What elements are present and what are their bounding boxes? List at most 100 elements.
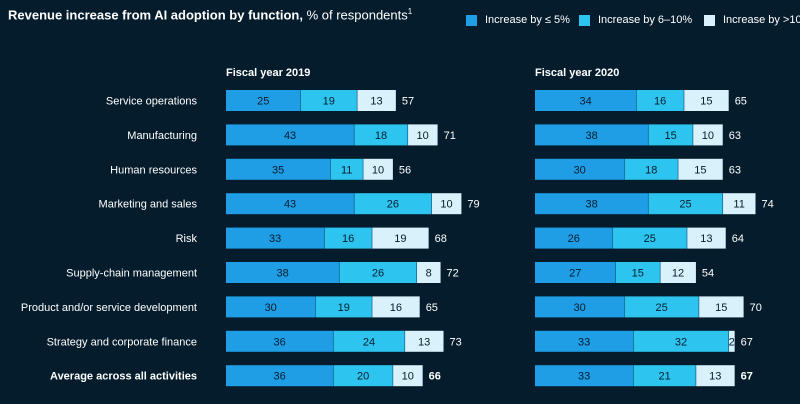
segment-value-label: 36 (274, 371, 286, 383)
segment-value-label: 26 (568, 233, 580, 245)
segment-value-label: 30 (574, 302, 586, 314)
bar-segment (615, 262, 661, 283)
segment-value-label: 35 (272, 164, 284, 176)
bar-segment (698, 296, 744, 318)
segment-value-label: 10 (417, 130, 429, 142)
chart-title: Revenue increase from AI adoption by fun… (8, 7, 412, 22)
bar-segment (300, 90, 358, 111)
bar-segment (431, 193, 462, 215)
segment-value-label: 10 (702, 130, 714, 142)
segment-value-label: 18 (375, 130, 387, 142)
bar-segment (392, 365, 423, 387)
segment-value-label: 10 (440, 199, 452, 211)
legend-label: Increase by ≤ 5% (485, 14, 570, 26)
bar-segment (330, 158, 364, 180)
segment-value-label: 38 (276, 268, 288, 280)
segment-value-label: 15 (664, 130, 676, 142)
segment-value-label: 38 (585, 199, 597, 211)
bar-segment (339, 262, 417, 283)
bar-segment (324, 227, 373, 249)
legend-item-le5: Increase by ≤ 5% (466, 14, 570, 26)
segment-value-label: 19 (394, 233, 406, 245)
total-label: 65 (426, 302, 438, 314)
segment-value-label: 26 (372, 268, 384, 280)
bar-segment (357, 90, 396, 111)
segment-value-label: 13 (370, 96, 382, 108)
total-label: 67 (741, 371, 753, 383)
category-label: Marketing and sales (99, 199, 198, 211)
bar-segment (535, 365, 634, 387)
segment-value-label: 43 (284, 199, 296, 211)
segment-value-label: 8 (426, 268, 432, 280)
segment-value-label: 30 (574, 164, 586, 176)
segment-value-label: 19 (323, 96, 335, 108)
bar-segment (535, 124, 649, 146)
legend-item-6to10: Increase by 6–10% (579, 14, 692, 26)
bar-segment (535, 262, 616, 283)
bar-segment (226, 365, 334, 387)
segment-value-label: 36 (274, 336, 286, 348)
category-label: Supply-chain management (66, 268, 197, 280)
segment-value-label: 16 (390, 302, 402, 314)
legend: Increase by ≤ 5% Increase by 6–10% Incre… (0, 14, 800, 30)
bar-segment (226, 193, 355, 215)
segment-value-label: 15 (632, 268, 644, 280)
segment-value-label: 16 (654, 96, 666, 108)
segment-value-label: 15 (694, 164, 706, 176)
category-label: Product and/or service development (21, 302, 197, 314)
segment-value-label: 21 (659, 371, 671, 383)
legend-label: Increase by >10% (723, 14, 800, 26)
segment-value-label: 10 (372, 164, 384, 176)
segment-value-label: 11 (733, 199, 744, 211)
bar-segment (684, 90, 729, 111)
segment-value-label: 2 (729, 336, 735, 348)
total-label: 73 (450, 336, 462, 348)
category-label: Strategy and corporate finance (47, 336, 197, 348)
segment-value-label: 26 (387, 199, 399, 211)
segment-value-label: 20 (357, 371, 369, 383)
bar-segment (535, 296, 625, 318)
bar-segment (633, 330, 729, 352)
legend-swatch (579, 14, 590, 26)
bar-segment (728, 330, 735, 352)
bar-segment (226, 158, 331, 180)
bar-segment (407, 124, 438, 146)
segment-value-label: 38 (585, 130, 597, 142)
segment-value-label: 32 (675, 336, 687, 348)
bar-segment (612, 227, 687, 249)
segment-value-label: 15 (700, 96, 712, 108)
total-label: 66 (429, 371, 441, 383)
segment-value-label: 33 (578, 371, 590, 383)
total-label: 57 (402, 96, 414, 108)
segment-value-label: 30 (265, 302, 277, 314)
category-label: Human resources (110, 164, 197, 176)
chart-title-footnote: 1 (407, 7, 413, 16)
bar-segment (722, 193, 756, 215)
legend-item-gt10: Increase by >10% (704, 14, 800, 26)
total-label: 72 (447, 268, 459, 280)
bar-segment (372, 296, 420, 318)
segment-value-label: 19 (338, 302, 350, 314)
bar-segment (535, 193, 649, 215)
bar-segment (226, 227, 325, 249)
total-label: 71 (444, 130, 456, 142)
panel-title: Fiscal year 2019 (226, 67, 310, 79)
segment-value-label: 13 (418, 336, 430, 348)
bar-segment (686, 227, 726, 249)
bar-segment (372, 227, 429, 249)
segment-value-label: 43 (284, 130, 296, 142)
total-label: 64 (732, 233, 744, 245)
category-label: Average across all activities (50, 371, 197, 383)
bar-segment (226, 90, 301, 111)
bar-segment (226, 262, 340, 283)
bar-segment (333, 365, 393, 387)
segment-value-label: 25 (656, 302, 668, 314)
segment-value-label: 12 (672, 268, 684, 280)
bar-segment (535, 158, 625, 180)
segment-value-label: 25 (257, 96, 269, 108)
bar-segment (535, 330, 634, 352)
total-label: 56 (399, 164, 411, 176)
chart-title-bold: Revenue increase from AI adoption by fun… (8, 7, 303, 23)
segment-value-label: 11 (341, 164, 352, 176)
bar-segment (354, 124, 408, 146)
